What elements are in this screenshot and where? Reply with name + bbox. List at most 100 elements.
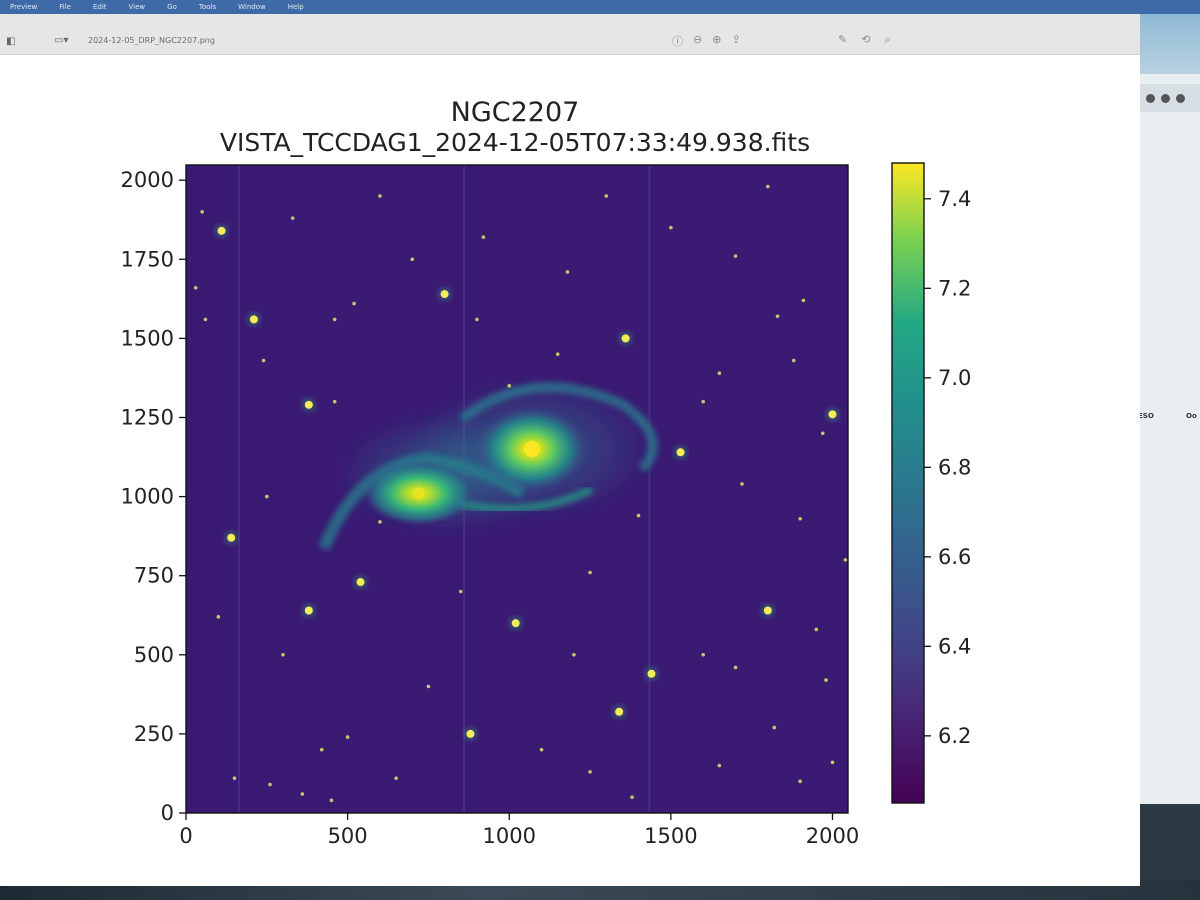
faint-star: [193, 285, 198, 290]
share-icon[interactable]: ⇪: [731, 33, 741, 46]
bright-star: [763, 606, 772, 615]
faint-star: [555, 352, 560, 357]
y-tick-label: 1750: [121, 247, 174, 271]
faint-star: [824, 678, 828, 682]
faint-star: [290, 216, 295, 220]
window-titlebar: ◧ ▭▾ 2024-12-05_DRP_NGC2207.png ⓘ ⊖ ⊕ ⇪ …: [0, 14, 1140, 55]
window-toolbar: ⓘ ⊖ ⊕ ⇪: [672, 33, 741, 49]
menu-item[interactable]: Window: [238, 3, 266, 11]
menu-item[interactable]: Help: [287, 3, 304, 11]
x-tick-label: 1500: [644, 824, 697, 848]
bright-star: [249, 315, 258, 324]
x-axis: 0 500 1000 1500 2000: [179, 813, 859, 848]
info-icon[interactable]: ⓘ: [672, 35, 683, 48]
faint-star: [539, 747, 544, 752]
faint-star: [701, 399, 705, 404]
faint-star: [814, 627, 819, 632]
bright-star: [227, 533, 236, 542]
faint-star: [319, 747, 324, 752]
background-window: ESO Oo: [1130, 14, 1200, 804]
faint-star: [268, 782, 272, 787]
faint-star: [843, 558, 848, 562]
faint-star: [410, 257, 415, 262]
faint-star: [775, 314, 780, 319]
faint-star: [300, 792, 305, 796]
image-layer: [186, 165, 848, 813]
window-toolbar-right: ✎ ⟲ ⌕: [838, 33, 891, 47]
faint-star: [733, 254, 738, 258]
galaxy-nucleus: [523, 441, 540, 458]
faint-star: [281, 652, 285, 657]
faint-star: [261, 358, 266, 363]
menu-item[interactable]: Tools: [198, 3, 217, 11]
menu-item[interactable]: Go: [167, 3, 177, 11]
faint-star: [766, 184, 770, 189]
faint-star: [332, 317, 337, 322]
bright-star: [828, 410, 837, 419]
markup-icon[interactable]: ✎: [838, 33, 848, 46]
faint-star: [481, 235, 486, 239]
bright-star: [356, 578, 365, 587]
faint-star: [265, 494, 269, 499]
faint-star: [630, 795, 634, 799]
colorbar-tick-label: 6.4: [938, 634, 971, 658]
colorbar-tick-label: 7.4: [938, 187, 971, 211]
y-axis: 0 250 500 750 1000 1250 1500 1750 2000: [121, 168, 186, 825]
colorbar-tick-label: 6.8: [938, 455, 971, 479]
menu-item[interactable]: View: [128, 3, 146, 11]
faint-star: [572, 652, 576, 657]
colorbar-tick-label: 7.2: [938, 276, 971, 300]
image-canvas: NGC2207 VISTA_TCCDAG1_2024-12-05T07:33:4…: [0, 55, 1140, 886]
sidebar-toggle-icon[interactable]: ▭▾: [54, 35, 69, 46]
faint-star: [200, 210, 204, 214]
zoom-out-icon[interactable]: ⊖: [693, 33, 703, 46]
toolbar-dot-icon: [1146, 93, 1155, 103]
faint-star: [791, 358, 796, 363]
faint-star: [345, 735, 350, 739]
faint-star: [329, 798, 334, 803]
bright-star: [217, 226, 226, 235]
faint-star: [378, 194, 382, 198]
search-icon[interactable]: ⌕: [884, 33, 891, 46]
zoom-in-icon[interactable]: ⊕: [712, 33, 722, 46]
faint-star: [717, 371, 722, 375]
faint-star: [458, 589, 463, 594]
faint-star: [588, 570, 592, 575]
faint-star: [232, 776, 237, 780]
faint-star: [378, 520, 382, 524]
faint-star: [830, 760, 835, 765]
faint-star: [588, 770, 592, 774]
y-tick-label: 750: [134, 564, 174, 588]
y-tick-label: 1000: [121, 485, 174, 509]
faint-star: [740, 482, 744, 486]
colorbar-tick-label: 6.6: [938, 545, 971, 569]
bright-star: [621, 334, 630, 343]
rotate-icon[interactable]: ⟲: [861, 33, 871, 46]
preview-window: ◧ ▭▾ 2024-12-05_DRP_NGC2207.png ⓘ ⊖ ⊕ ⇪ …: [0, 14, 1140, 886]
faint-star: [507, 384, 512, 388]
bright-star: [304, 400, 313, 409]
faint-star: [669, 225, 673, 230]
chart-title: NGC2207: [451, 97, 580, 128]
faint-star: [820, 431, 825, 436]
x-tick-label: 500: [328, 824, 368, 848]
window-file-name: 2024-12-05_DRP_NGC2207.png: [88, 36, 215, 45]
faint-star: [216, 615, 221, 619]
faint-star: [475, 317, 479, 322]
menu-item[interactable]: File: [59, 3, 71, 11]
faint-star: [636, 513, 641, 518]
toolbar-dot-icon: [1176, 93, 1185, 103]
x-tick-label: 1000: [483, 824, 536, 848]
faint-star: [701, 652, 705, 657]
menu-item[interactable]: Preview: [10, 3, 38, 11]
colorbar-axis: 6.2 6.4 6.6 6.8 7.0 7.2 7.4: [924, 187, 971, 748]
bright-star: [615, 707, 624, 716]
bright-star: [647, 669, 656, 678]
menu-item[interactable]: Edit: [92, 3, 107, 11]
faint-star: [426, 684, 431, 689]
faint-star: [772, 725, 777, 730]
desktop-wallpaper: [1130, 14, 1200, 74]
window-menu-icon[interactable]: ◧: [6, 36, 16, 47]
y-tick-label: 250: [134, 722, 174, 746]
y-tick-label: 500: [134, 643, 174, 667]
